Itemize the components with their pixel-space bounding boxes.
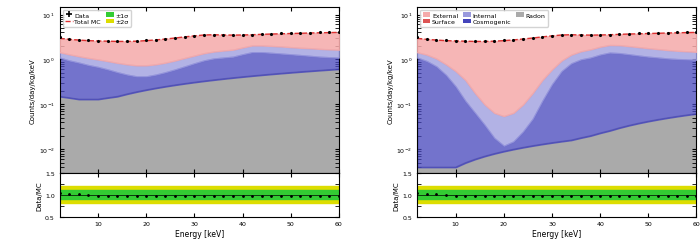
- Y-axis label: Counts/day/kg/keV: Counts/day/kg/keV: [30, 58, 36, 123]
- Legend: Data, Total MC, ±1σ, ±2σ: Data, Total MC, ±1σ, ±2σ: [62, 11, 132, 28]
- Legend: External, Surface, Internal, Cosmogenic, Radon: External, Surface, Internal, Cosmogenic,…: [420, 11, 548, 28]
- Bar: [60, 186, 339, 204]
- X-axis label: Energy [keV]: Energy [keV]: [532, 229, 582, 238]
- Bar: [417, 186, 696, 204]
- Y-axis label: Counts/day/kg/keV: Counts/day/kg/keV: [387, 58, 393, 123]
- Bar: [417, 191, 696, 199]
- Bar: [60, 191, 339, 199]
- X-axis label: Energy [keV]: Energy [keV]: [174, 229, 224, 238]
- Y-axis label: Data/MC: Data/MC: [36, 180, 42, 210]
- Y-axis label: Data/MC: Data/MC: [393, 180, 400, 210]
